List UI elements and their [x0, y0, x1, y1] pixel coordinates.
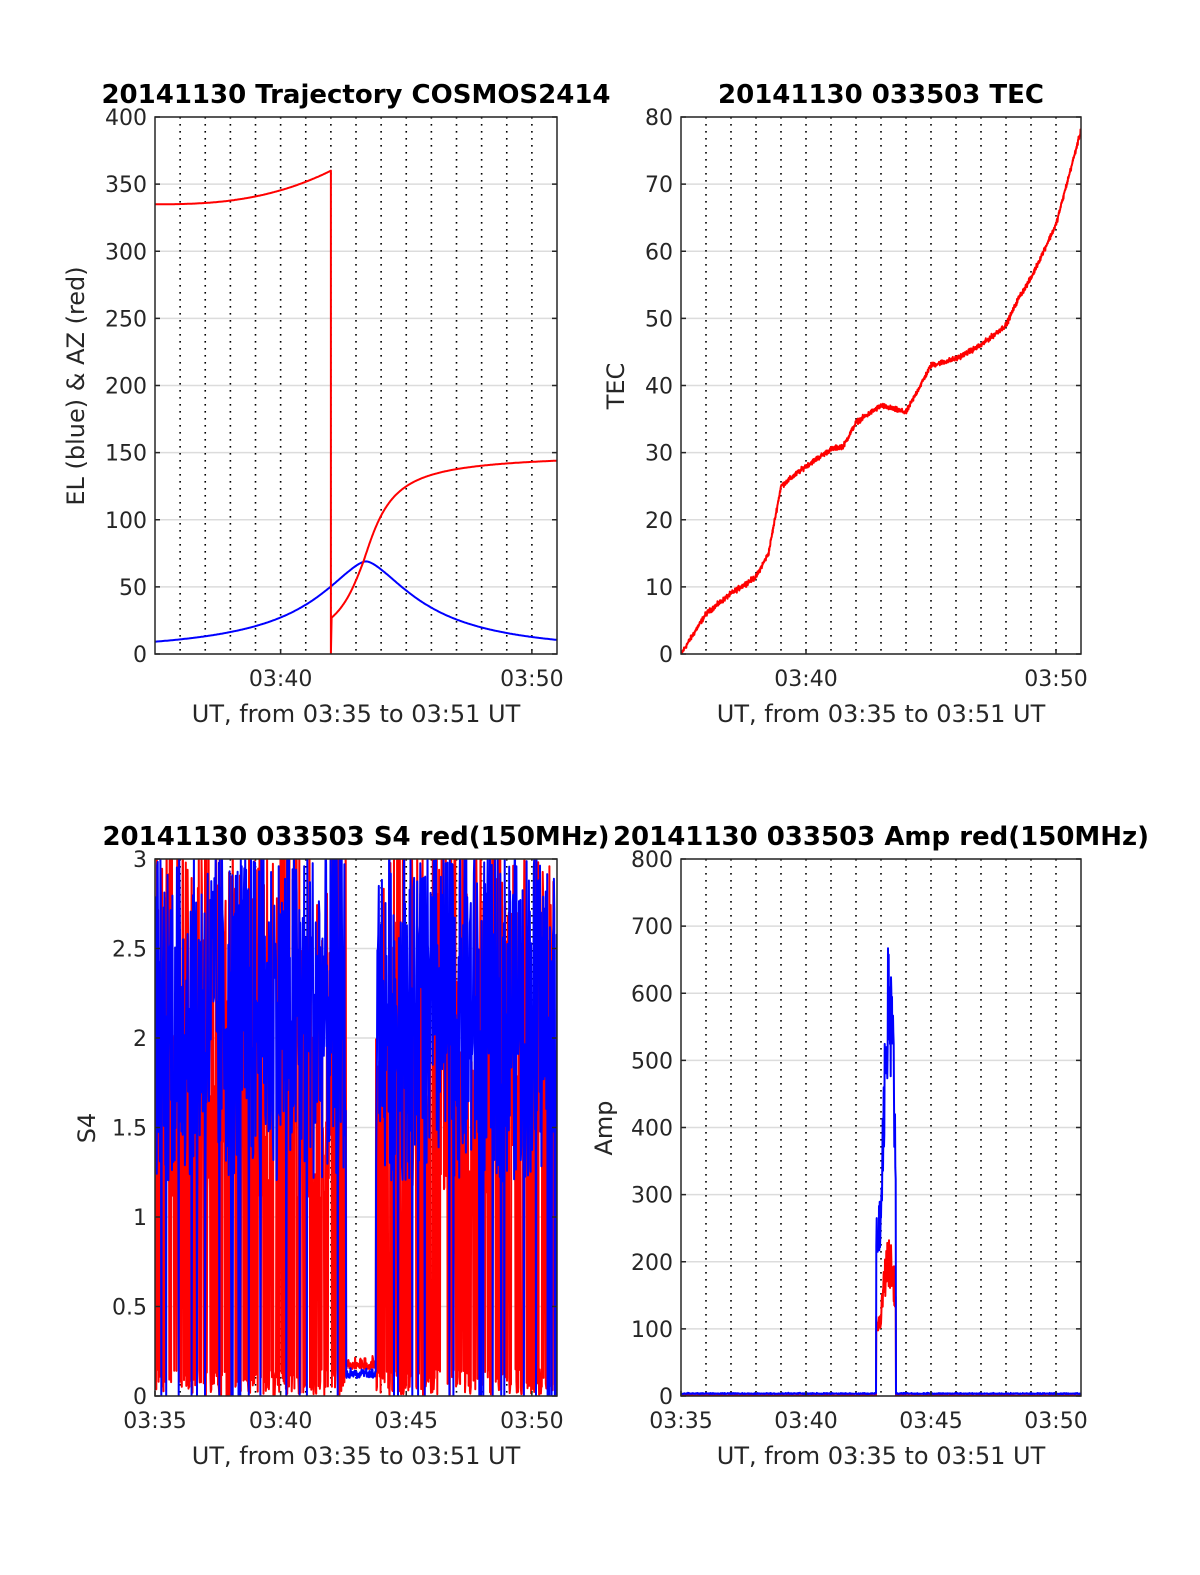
s4-xtick-label: 03:50 [500, 1409, 563, 1434]
tec-title: 20141130 033503 TEC [718, 80, 1044, 110]
trajectory-xlabel: UT, from 03:35 to 03:51 UT [192, 700, 521, 728]
trajectory-xtick-label: 03:50 [500, 667, 563, 692]
amp-ytick-label: 100 [631, 1318, 673, 1343]
tec-ytick-label: 80 [645, 106, 673, 131]
trajectory-xtick-label: 03:40 [249, 667, 312, 692]
trajectory-ytick-label: 250 [105, 307, 147, 332]
amp-ytick-label: 200 [631, 1251, 673, 1276]
tec-ytick-label: 30 [645, 442, 673, 467]
s4-ytick-label: 0.5 [112, 1296, 147, 1321]
amp-xtick-label: 03:50 [1024, 1409, 1087, 1434]
tec-ytick-label: 0 [659, 643, 673, 668]
s4-series-group [155, 859, 557, 1396]
trajectory-ytick-label: 350 [105, 173, 147, 198]
s4-ytick-label: 3 [133, 848, 147, 873]
s4-title: 20141130 033503 S4 red(150MHz) [102, 822, 609, 852]
tec-ylabel: TEC [602, 363, 630, 411]
s4-ytick-label: 2.5 [112, 938, 147, 963]
trajectory-ytick-label: 50 [119, 576, 147, 601]
trajectory-ytick-label: 100 [105, 509, 147, 534]
tec-ytick-label: 10 [645, 576, 673, 601]
trajectory-ytick-label: 0 [133, 643, 147, 668]
trajectory-panel: 20141130 Trajectory COSMOS2414 UT, from … [62, 80, 611, 728]
s4-ytick-label: 0 [133, 1385, 147, 1410]
tec-xlabel: UT, from 03:35 to 03:51 UT [717, 700, 1046, 728]
tec-xtick-label: 03:50 [1024, 667, 1087, 692]
trajectory-title: 20141130 Trajectory COSMOS2414 [101, 80, 610, 110]
tec-xtick-label: 03:40 [774, 667, 837, 692]
tec-panel: 20141130 033503 TEC UT, from 03:35 to 03… [602, 80, 1088, 728]
amp-ytick-label: 500 [631, 1049, 673, 1074]
tec-ytick-label: 60 [645, 240, 673, 265]
amp-ylabel: Amp [590, 1100, 618, 1155]
amp-panel: 20141130 033503 Amp red(150MHz) UT, from… [590, 822, 1149, 1470]
tec-ytick-label: 20 [645, 509, 673, 534]
s4-panel: 20141130 033503 S4 red(150MHz) UT, from … [73, 822, 610, 1470]
amp-ytick-label: 400 [631, 1117, 673, 1142]
s4-series-1-line [155, 859, 557, 1396]
trajectory-ytick-label: 150 [105, 442, 147, 467]
s4-ytick-label: 2 [133, 1027, 147, 1052]
s4-xtick-label: 03:40 [249, 1409, 312, 1434]
s4-ylabel: S4 [73, 1113, 101, 1144]
amp-xtick-label: 03:40 [774, 1409, 837, 1434]
s4-ytick-label: 1.5 [112, 1117, 147, 1142]
amp-title: 20141130 033503 Amp red(150MHz) [613, 822, 1149, 852]
trajectory-series-1-line [155, 169, 557, 654]
amp-ytick-label: 800 [631, 848, 673, 873]
s4-series-0-line [155, 859, 557, 1396]
s4-xtick-label: 03:45 [375, 1409, 438, 1434]
s4-ytick-label: 1 [133, 1206, 147, 1231]
tec-series-0-line [681, 128, 1081, 654]
amp-ytick-label: 0 [659, 1385, 673, 1410]
amp-ytick-label: 700 [631, 915, 673, 940]
amp-series-1-line [681, 947, 1081, 1395]
trajectory-ytick-label: 200 [105, 375, 147, 400]
amp-xtick-label: 03:35 [649, 1409, 712, 1434]
amp-ytick-label: 600 [631, 982, 673, 1007]
s4-xlabel: UT, from 03:35 to 03:51 UT [192, 1442, 521, 1470]
tec-series-group [681, 128, 1081, 654]
s4-xtick-label: 03:35 [123, 1409, 186, 1434]
tec-ytick-label: 50 [645, 307, 673, 332]
trajectory-ylabel: EL (blue) & AZ (red) [62, 266, 90, 505]
tec-ytick-label: 40 [645, 375, 673, 400]
amp-ytick-label: 300 [631, 1184, 673, 1209]
amp-xlabel: UT, from 03:35 to 03:51 UT [717, 1442, 1046, 1470]
tec-ytick-label: 70 [645, 173, 673, 198]
trajectory-series-group [155, 169, 557, 654]
trajectory-ytick-label: 400 [105, 106, 147, 131]
trajectory-ytick-label: 300 [105, 240, 147, 265]
amp-xtick-label: 03:45 [899, 1409, 962, 1434]
trajectory-series-0-line [155, 560, 557, 643]
